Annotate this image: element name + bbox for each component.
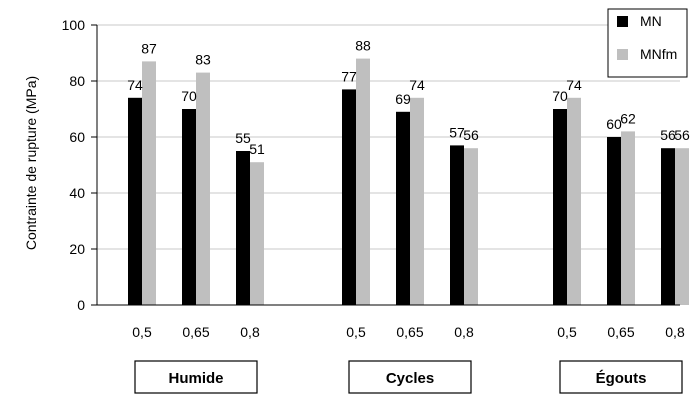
y-tick-label: 60	[69, 129, 85, 145]
bar-mn	[342, 89, 356, 306]
legend-entry: MN	[640, 13, 662, 29]
data-label-mn: 77	[341, 68, 357, 84]
bar-mnfm	[464, 148, 478, 305]
y-axis-label: Contrainte de rupture (MPa)	[23, 76, 39, 250]
x-category-label: 0,8	[454, 324, 474, 340]
data-label-mnfm: 62	[620, 110, 636, 126]
x-category-label: 0,65	[182, 324, 209, 340]
bar-mn	[607, 137, 621, 305]
data-label-mnfm: 74	[566, 77, 582, 93]
x-category-label: 0,5	[132, 324, 152, 340]
bar-mn	[396, 111, 410, 305]
data-label-mnfm: 83	[195, 52, 211, 68]
y-tick-label: 40	[69, 185, 85, 201]
group-label: Égouts	[596, 370, 647, 387]
data-label-mn: 56	[660, 127, 676, 143]
y-tick-label: 100	[62, 17, 86, 33]
data-label-mn: 57	[449, 124, 465, 140]
group-label-box	[134, 360, 258, 394]
legend: MN MNfm	[607, 8, 688, 78]
x-category-label: 0,5	[557, 324, 577, 340]
bar-mnfm	[142, 61, 156, 306]
data-label-mn: 74	[127, 77, 143, 93]
legend-swatch	[617, 16, 628, 27]
x-category-label: 0,8	[665, 324, 685, 340]
bar-mnfm	[410, 97, 424, 305]
legend-entry: MNfm	[640, 46, 677, 62]
data-label-mn: 60	[606, 116, 622, 132]
data-label-mnfm: 87	[141, 40, 157, 56]
bar-mn	[128, 97, 142, 305]
bar-mnfm	[196, 72, 210, 305]
x-category-label: 0,65	[607, 324, 634, 340]
bar-mn	[450, 145, 464, 305]
data-label-mn: 69	[395, 91, 411, 107]
x-category-label: 0,65	[396, 324, 423, 340]
data-label-mnfm: 74	[409, 77, 425, 93]
y-tick-label: 80	[69, 73, 85, 89]
group-labels: Humide Cycles Égouts	[134, 360, 683, 394]
category-labels: 0,5 0,65 0,8 0,5 0,65 0,8 0,5 0,65 0,8	[132, 324, 685, 340]
group-label-box	[348, 360, 472, 394]
data-label-mn: 70	[552, 88, 568, 104]
data-label-mnfm: 88	[355, 38, 371, 54]
axes: 0 20 40 60 80 100	[62, 17, 680, 313]
data-label-mnfm: 56	[463, 127, 479, 143]
group-label-box	[559, 360, 683, 394]
data-label-mnfm: 56	[674, 127, 690, 143]
y-tick-label: 0	[77, 297, 85, 313]
bar-mnfm	[621, 131, 635, 305]
bar-mnfm	[567, 97, 581, 305]
bar-mn	[661, 148, 675, 305]
legend-swatch	[617, 49, 628, 60]
bar-mnfm	[250, 162, 264, 305]
bar-mnfm	[675, 148, 689, 305]
bar-mn	[553, 109, 567, 305]
data-label-mnfm: 51	[249, 141, 265, 157]
data-label-mn: 70	[181, 88, 197, 104]
bar-mn	[236, 151, 250, 305]
group-label: Cycles	[386, 370, 434, 387]
data-label-mn: 55	[235, 130, 251, 146]
group-label: Humide	[168, 370, 223, 387]
y-tick-label: 20	[69, 241, 85, 257]
bar-mn	[182, 109, 196, 305]
x-category-label: 0,8	[240, 324, 260, 340]
x-category-label: 0,5	[346, 324, 366, 340]
bars	[128, 58, 689, 306]
bar-mnfm	[356, 58, 370, 305]
